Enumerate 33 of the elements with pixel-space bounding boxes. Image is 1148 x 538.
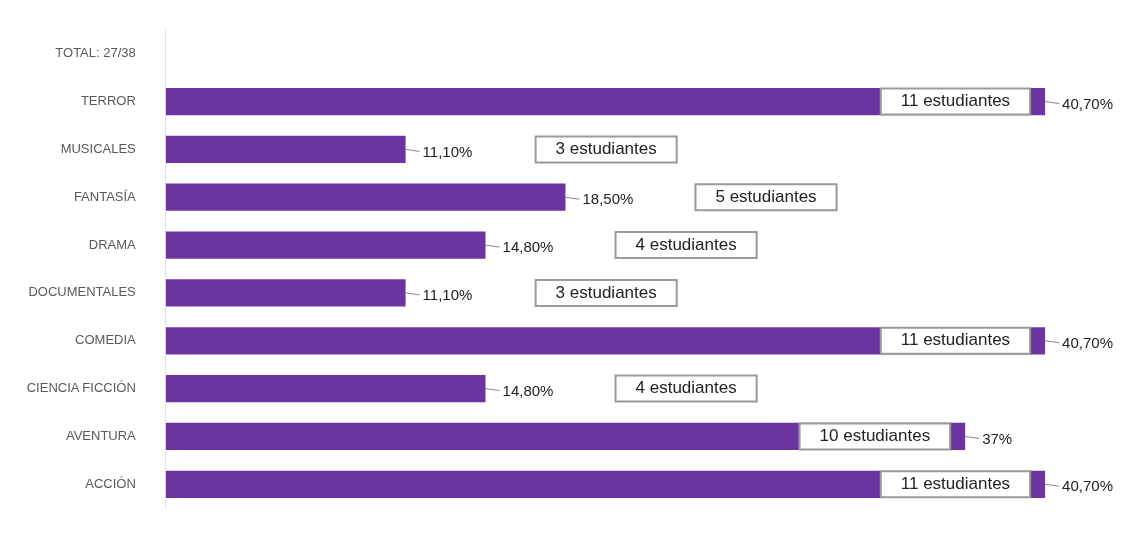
annotation: 5 estudiantes <box>715 186 817 206</box>
y-tick-label: ACCIÓN <box>85 475 136 491</box>
y-tick-label: DOCUMENTALES <box>28 284 137 300</box>
annotation: 11 estudiantes <box>900 330 1011 350</box>
annotation: 11 estudiantes <box>900 91 1011 111</box>
annotation: 4 estudiantes <box>635 234 737 254</box>
data-label: 14,80% <box>502 238 554 256</box>
y-tick-label: CIENCIA FICCIÓN <box>26 380 136 396</box>
y-tick-label: FANTASÍA <box>73 188 137 204</box>
data-label: 40,70% <box>1062 477 1113 495</box>
y-tick-label: TOTAL: 27/38 <box>55 45 136 61</box>
annotation: 3 estudiantes <box>555 139 657 159</box>
y-tick-label: COMEDIA <box>75 332 137 348</box>
annotation: 3 estudiantes <box>555 282 657 302</box>
bar <box>165 374 486 403</box>
y-tick-label: TERROR <box>80 93 136 109</box>
data-label: 11,10% <box>422 286 473 304</box>
data-label: 14,80% <box>502 381 554 399</box>
annotation: 11 estudiantes <box>900 473 1011 493</box>
annotation: 4 estudiantes <box>635 378 737 398</box>
data-label: 40,70% <box>1062 94 1113 112</box>
y-tick-label: AVENTURA <box>65 428 137 444</box>
y-tick-label: DRAMA <box>88 236 137 252</box>
data-label: 40,70% <box>1062 333 1113 351</box>
bar <box>165 279 406 307</box>
annotation: 10 estudiantes <box>819 426 931 446</box>
y-tick-label: MUSICALES <box>60 140 137 156</box>
data-label: 18,50% <box>582 190 634 208</box>
data-label: 11,10% <box>422 142 473 160</box>
bar <box>165 135 406 164</box>
data-label: 37% <box>982 429 1013 447</box>
bar <box>165 183 566 211</box>
bar <box>165 231 486 259</box>
